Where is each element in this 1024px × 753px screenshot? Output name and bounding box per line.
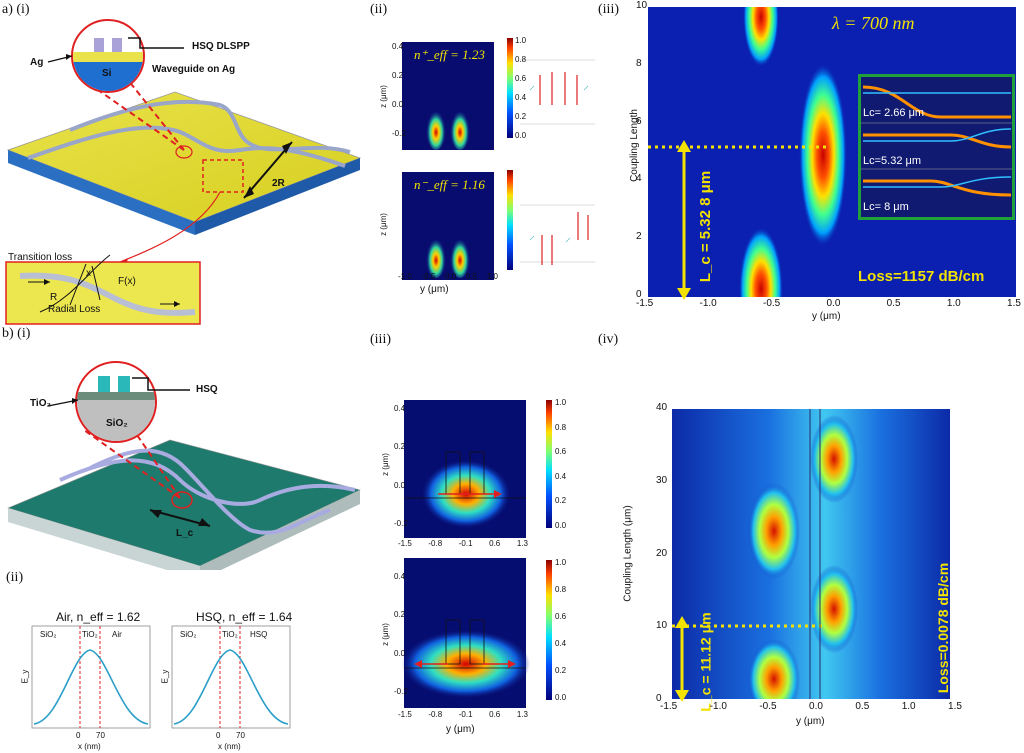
b-coupling-ylabel: Coupling Length (μm) [622,505,634,602]
region-air-left: Air [112,630,122,639]
mode-profiles-ag [402,38,595,280]
panel-b-iv-label: (iv) [598,332,619,347]
neff-plus-label: n⁺_eff = 1.23 [414,47,485,62]
air-profile-title: Air, n_eff = 1.62 [56,610,141,624]
inset-lc-3: Lc= 8 μm [863,201,909,213]
wavelength-label: λ = 700 nm [832,13,915,33]
a-coupling-yticks: 0 2 4 6 8 10 [636,0,648,300]
panel-b-label: b) (i) [2,326,31,341]
tick-0-left: 0 [76,731,81,740]
hsq-dlspp-label: HSQ DLSPP [192,41,250,52]
neff-minus-label: n⁻_eff = 1.16 [414,177,485,192]
panel-a-iii-label: (iii) [598,2,619,17]
mode-profiles-tio2 [402,400,552,708]
inset-lc-1: Lc= 2.66 μm [863,107,925,119]
r-label: R [50,292,58,303]
a-mode-z-axis-bottom: z (μm) [378,213,388,236]
ey-right: E_y [160,669,170,684]
b-mode-z-ticks-bottom: 0.4 0.2 0.0 -0.2 [394,572,408,696]
waveguide-schematic-ag [5,19,362,325]
ey-left: E_y [20,669,30,684]
waveguide-schematic-tio2 [7,361,361,570]
a-coupling-xticks: -1.5 -1.0 -0.5 0.0 0.5 1.0 1.5 [636,298,1021,309]
tio2-label: TiO₂ [30,398,51,409]
si-label: Si [102,68,112,79]
b-colorbar-ticks-bottom: 1.0 0.8 0.6 0.4 0.2 0.0 [555,558,567,702]
region-tio2-left: TiO₂ [82,630,98,639]
x-nm-left: x (nm) [78,742,101,751]
region-sio2-left: SiO₂ [40,630,57,639]
panel-a-ii-label: (ii) [370,2,388,17]
x-label: x [86,268,91,279]
b-coupling-yticks: 0 10 20 30 40 [656,402,668,704]
region-hsq-right: HSQ [250,630,268,639]
two-r-label: 2R [272,178,285,189]
hsq-label: HSQ [196,384,218,395]
inset-lc-2: Lc=5.32 μm [863,155,922,167]
loss-b-label: Loss=0.0078 dB/cm [935,562,952,694]
b-mode-y-axis: y (μm) [446,724,475,735]
coupling-inset: Lc= 2.66 μm Lc=5.32 μm Lc= 8 μm [858,74,1015,220]
loss-a-label: Loss=1157 dB/cm [858,268,985,285]
lc-arrow-b [675,616,689,702]
lc-b-label: L_c = 11.12 μm [697,612,714,712]
sio2-label: SiO₂ [106,418,128,429]
x-nm-right: x (nm) [218,742,241,751]
lc-arrow-a [677,140,691,300]
region-tio2-right: TiO₂ [222,630,238,639]
b-mode-z-axis-bottom: z (μm) [380,623,390,646]
b-mode-z-ticks-top: 0.4 0.2 0.0 -0.2 [394,404,408,528]
a-coupling-xlabel: y (μm) [812,311,841,322]
region-sio2-right: SiO₂ [180,630,197,639]
tick-70-left: 70 [96,731,105,740]
a-mode-z-ticks: 0.4 0.2 0.0 -0.2 [392,42,406,138]
mode-profiles-1d [31,625,291,729]
panel-a-label: a) (i) [2,2,30,17]
lc-a-label: L_c = 5.32 8 μm [697,170,715,283]
b-mode-z-axis-top: z (μm) [380,453,390,476]
panel-b-iii-label: (iii) [370,332,391,347]
a-mode-y-axis: y (μm) [420,284,449,295]
tick-70-right: 70 [236,731,245,740]
a-mode-z-axis-top: z (μm) [378,85,388,108]
b-mode-y-ticks-top: -1.5 -0.8 -0.1 0.6 1.3 [398,539,528,548]
tick-0-right: 0 [216,731,221,740]
a-mode-y-ticks: -1.0 -0.5 0.0 0.5 1.0 [398,272,498,281]
b-colorbar-ticks-top: 1.0 0.8 0.6 0.4 0.2 0.0 [555,398,567,530]
panel-b-ii-label: (ii) [6,570,24,585]
coupling-map-tio2 [672,409,950,699]
b-mode-y-ticks-bottom: -1.5 -0.8 -0.1 0.6 1.3 [398,710,528,719]
a-colorbar-ticks: 1.0 0.8 0.6 0.4 0.2 0.0 [515,36,527,140]
transition-loss-label: Transition loss [8,252,73,263]
hsq-profile-title: HSQ, n_eff = 1.64 [196,610,293,624]
b-coupling-xticks: -1.5 -1.0 -0.5 0.0 0.5 1.0 1.5 [660,701,962,712]
waveguide-on-ag-label: Waveguide on Ag [152,64,236,75]
b-coupling-xlabel: y (μm) [796,716,825,727]
fx-label: F(x) [118,276,136,287]
radial-loss-label: Radial Loss [48,304,101,315]
ag-label: Ag [30,57,44,68]
lc-b-schematic-label: L_c [176,528,194,539]
